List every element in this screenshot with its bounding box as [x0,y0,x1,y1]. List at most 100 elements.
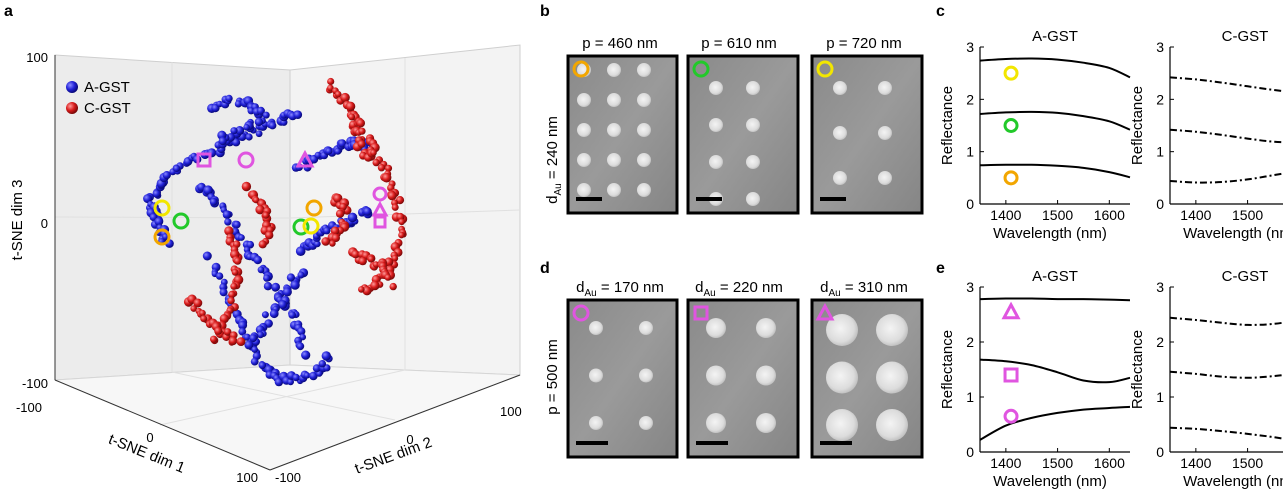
tsne-point [262,111,270,119]
reflectance-charts: A-GST 0 1 2 3 1400 1500 1600 Wavelength (nm) Refl… [939,28,1283,490]
series-line-3 [1169,172,1283,184]
tsne-point [348,113,356,121]
tsne-point [225,94,233,102]
tsne-point [398,231,405,239]
y-tick-label: 3 [966,279,974,295]
tsne-point [370,280,380,291]
tsne-point [287,378,294,386]
x-tick-label: 1500 [1232,207,1263,223]
sem-marker-circle [572,304,590,322]
tsne-point [233,257,242,265]
sem-disk [876,314,908,346]
tsne-point [243,333,251,341]
col-rest-220: = 220 nm [716,279,783,296]
tsne-point [335,209,345,218]
tsne-point [389,282,397,291]
tsne-point [387,191,397,201]
tsne-point [297,327,306,336]
y-tick-label: 0 [1156,196,1164,212]
series-line-2 [1169,128,1283,144]
tsne-point [327,84,334,92]
tsne-point [243,124,250,131]
marker-magenta-triangle [295,149,315,168]
chart-marker-circle [1003,408,1019,424]
tsne-point [235,126,245,135]
x-axis-label: Wavelength (nm) [993,473,1107,490]
sem-disk [607,153,621,167]
tsne-point [224,226,234,236]
highlight-markers [153,149,389,246]
chart-marker-circle [1003,118,1019,133]
col-sub-310: Au [828,288,840,299]
sem-image-6 [810,298,924,459]
sem-disk [706,365,726,386]
tsne-point [203,185,213,195]
y-axis-label: Reflectance [939,86,956,165]
tsne-point [312,364,321,373]
y-tick-label: 2 [1156,334,1164,350]
col-rest-170: = 170 nm [597,279,664,296]
sem-disk [826,314,858,346]
y-tick-0: 0 [406,432,413,447]
tsne-point [222,210,232,219]
tsne-point [278,300,288,310]
tsne-point [253,255,262,265]
panel-label-d: d [540,260,550,277]
tsne-point [301,350,311,360]
marker-green-circle-2 [292,218,310,236]
tsne-point [238,327,247,336]
tsne-point [231,268,239,276]
tsne-point [200,315,208,323]
chart-marker-triangle [1001,301,1021,320]
panel-b-col-610: p = 610 nm [701,35,776,52]
z-tick-100: 100 [26,50,48,65]
series-line-1 [979,297,1131,302]
series-line-1 [1169,76,1283,93]
tsne-point [357,140,366,148]
tsne-point [258,361,267,370]
tsne-point [173,164,181,172]
sem-frame [686,54,800,215]
tsne-point [224,218,232,226]
tsne-point [303,372,311,379]
tsne-point [232,138,241,147]
y-tick-label: 0 [1156,444,1164,460]
tsne-point [381,172,392,183]
tsne-point [236,337,246,346]
z-tick-0: 0 [41,216,48,231]
y-tick-label: 0 [966,444,974,460]
tsne-point [288,311,297,319]
tsne-point [228,336,238,346]
sem-disk [577,93,591,107]
tsne-point [333,193,343,203]
tsne-point [339,203,347,211]
axis-ticks: 100 0 -100 -100 0 100 -100 0 100 [16,50,522,485]
x-tick-label: 1500 [1042,455,1073,471]
y-axis-label: t-SNE dim 2 [353,434,435,478]
tsne-point [347,212,358,223]
panel-label-c: c [936,3,945,20]
tsne-point [292,373,300,382]
y-axis-label: Reflectance [1129,86,1146,165]
series-line-1 [979,57,1131,79]
marker-orange-circle-2 [305,199,323,217]
tsne-point [193,298,203,308]
x-tick-label: 1400 [990,455,1021,471]
z-axis-label: t-SNE dim 3 [9,180,26,261]
sem-disk [833,81,847,95]
chart-c-a-gst: A-GST 0 1 2 3 1400 1500 1600 Wavelength (nm) Refl… [939,28,1131,242]
tsne-point [334,147,342,155]
tsne-point [250,357,259,366]
tsne-point [210,335,218,343]
chart-e-a-gst: A-GST 0 1 2 3 1400 1500 1600 Wavelength (nm) Refl… [939,268,1131,490]
tsne-point [321,351,331,361]
y-tick-label: 3 [966,39,974,55]
tsne-point [286,273,295,282]
sem-disk [639,321,653,335]
col-sub-170: Au [584,288,596,299]
sem-disk [637,123,651,137]
panel-label-e: e [936,260,945,277]
y-tick-label: 1 [966,389,974,405]
y-tick-label: 1 [966,144,974,160]
sem-disk [577,123,591,137]
